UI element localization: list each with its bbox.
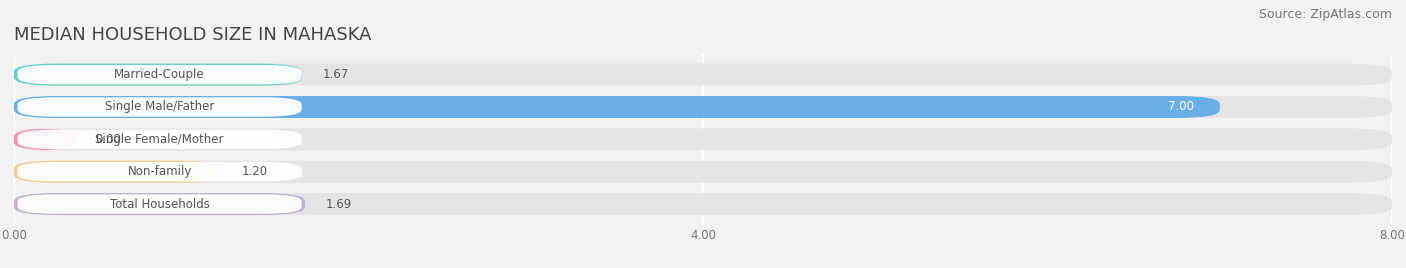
Text: Source: ZipAtlas.com: Source: ZipAtlas.com: [1258, 8, 1392, 21]
Text: 1.67: 1.67: [322, 68, 349, 81]
FancyBboxPatch shape: [17, 162, 302, 181]
FancyBboxPatch shape: [14, 96, 1392, 118]
FancyBboxPatch shape: [17, 97, 302, 117]
Text: 7.00: 7.00: [1168, 100, 1194, 113]
FancyBboxPatch shape: [14, 193, 1392, 215]
FancyBboxPatch shape: [14, 161, 1392, 183]
Text: MEDIAN HOUSEHOLD SIZE IN MAHASKA: MEDIAN HOUSEHOLD SIZE IN MAHASKA: [14, 26, 371, 44]
Text: Single Female/Mother: Single Female/Mother: [96, 133, 224, 146]
FancyBboxPatch shape: [14, 96, 1219, 118]
Text: Total Households: Total Households: [110, 198, 209, 211]
FancyBboxPatch shape: [14, 64, 302, 86]
FancyBboxPatch shape: [17, 65, 302, 84]
Text: 1.69: 1.69: [326, 198, 352, 211]
Text: Married-Couple: Married-Couple: [114, 68, 205, 81]
FancyBboxPatch shape: [14, 64, 1392, 86]
Text: 1.20: 1.20: [242, 165, 267, 178]
FancyBboxPatch shape: [14, 161, 221, 183]
FancyBboxPatch shape: [14, 128, 1392, 150]
Text: Single Male/Father: Single Male/Father: [105, 100, 214, 113]
FancyBboxPatch shape: [17, 130, 302, 149]
Text: 0.00: 0.00: [96, 133, 121, 146]
FancyBboxPatch shape: [17, 194, 302, 214]
FancyBboxPatch shape: [14, 128, 75, 150]
FancyBboxPatch shape: [14, 193, 305, 215]
Text: Non-family: Non-family: [128, 165, 191, 178]
